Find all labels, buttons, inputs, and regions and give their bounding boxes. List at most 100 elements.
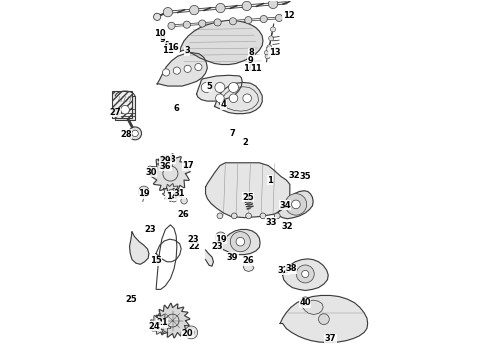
Circle shape [167, 170, 174, 177]
Circle shape [181, 198, 187, 204]
Text: 9: 9 [160, 35, 166, 44]
Text: 23: 23 [187, 235, 199, 244]
Circle shape [163, 69, 170, 76]
Circle shape [231, 213, 237, 219]
Circle shape [243, 94, 251, 103]
Text: 13: 13 [269, 48, 280, 57]
Polygon shape [157, 53, 207, 86]
Circle shape [265, 54, 270, 59]
Text: 27: 27 [109, 108, 121, 117]
Circle shape [301, 297, 310, 306]
Circle shape [166, 314, 179, 327]
Text: 10: 10 [244, 64, 255, 73]
Circle shape [292, 200, 300, 209]
Circle shape [302, 270, 309, 278]
Circle shape [173, 67, 180, 74]
Circle shape [132, 130, 138, 136]
Text: 25: 25 [125, 294, 137, 303]
Text: 14: 14 [166, 192, 177, 201]
Polygon shape [215, 82, 262, 114]
Text: 28: 28 [120, 130, 132, 139]
Circle shape [285, 194, 307, 215]
Circle shape [139, 186, 149, 197]
Text: 18: 18 [164, 155, 175, 164]
Circle shape [201, 82, 211, 93]
Text: 16: 16 [168, 43, 179, 52]
Circle shape [163, 166, 178, 181]
Text: 17: 17 [183, 161, 194, 170]
Circle shape [245, 17, 252, 24]
Text: 19: 19 [138, 189, 149, 198]
Polygon shape [180, 21, 263, 64]
Circle shape [236, 237, 245, 246]
Text: 2: 2 [242, 138, 248, 147]
Circle shape [242, 1, 251, 10]
Circle shape [274, 213, 280, 219]
Text: 9: 9 [247, 57, 253, 66]
Polygon shape [302, 300, 323, 315]
Circle shape [185, 326, 197, 339]
Circle shape [163, 161, 168, 165]
Circle shape [183, 21, 191, 28]
Text: 1: 1 [267, 176, 273, 185]
Circle shape [270, 27, 275, 32]
Text: 39: 39 [227, 253, 238, 262]
Text: 8: 8 [164, 41, 170, 50]
Polygon shape [283, 259, 328, 291]
Text: 34: 34 [279, 201, 291, 210]
Circle shape [184, 65, 191, 72]
Text: 32: 32 [278, 266, 290, 275]
Text: 23: 23 [144, 225, 156, 234]
Circle shape [216, 3, 225, 13]
Circle shape [190, 5, 199, 15]
Text: 30: 30 [146, 168, 157, 177]
Circle shape [296, 265, 314, 283]
Bar [112, 91, 132, 118]
Text: 29: 29 [160, 156, 171, 165]
Text: 26: 26 [177, 210, 189, 219]
Circle shape [217, 213, 223, 219]
Circle shape [195, 63, 202, 71]
Circle shape [215, 232, 226, 243]
Text: 37: 37 [324, 334, 336, 343]
Polygon shape [158, 155, 173, 171]
Circle shape [266, 47, 270, 51]
Circle shape [188, 329, 194, 335]
Text: 32: 32 [289, 171, 300, 180]
Circle shape [215, 82, 225, 93]
Text: 12: 12 [283, 10, 294, 19]
Circle shape [267, 45, 272, 50]
Circle shape [229, 18, 237, 25]
Text: 10: 10 [154, 29, 166, 38]
Circle shape [265, 50, 269, 55]
Text: 23: 23 [211, 242, 223, 251]
Text: 32: 32 [281, 222, 293, 231]
Circle shape [269, 36, 274, 41]
Bar [115, 96, 135, 120]
Polygon shape [129, 232, 149, 264]
Text: 11: 11 [250, 64, 262, 73]
Text: 40: 40 [299, 298, 311, 307]
Circle shape [171, 195, 177, 202]
Text: 15: 15 [150, 256, 162, 265]
Circle shape [260, 15, 267, 23]
Polygon shape [280, 296, 368, 342]
Circle shape [214, 19, 221, 26]
Circle shape [153, 13, 161, 21]
Text: 24: 24 [149, 322, 161, 331]
Circle shape [269, 0, 278, 9]
Circle shape [228, 82, 239, 93]
Circle shape [216, 94, 224, 103]
Circle shape [129, 127, 142, 140]
Text: 35: 35 [299, 172, 311, 181]
Polygon shape [163, 184, 180, 202]
Polygon shape [196, 75, 242, 101]
Text: 31: 31 [174, 189, 186, 198]
Polygon shape [220, 229, 260, 255]
Circle shape [163, 160, 168, 166]
Circle shape [168, 22, 175, 30]
Circle shape [163, 8, 172, 17]
Circle shape [158, 321, 164, 327]
Text: 36: 36 [160, 162, 171, 171]
Text: 7: 7 [230, 129, 235, 138]
